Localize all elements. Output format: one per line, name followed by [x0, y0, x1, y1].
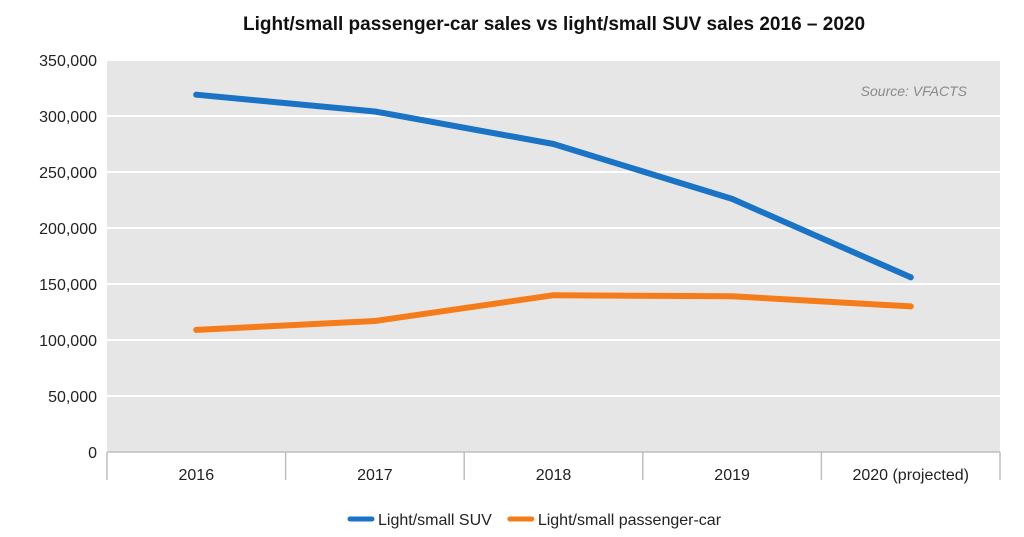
legend-label-1: Light/small passenger-car [538, 512, 722, 529]
x-tick-label: 2016 [179, 467, 215, 484]
data-point [193, 326, 200, 333]
x-tick-label: 2018 [536, 467, 572, 484]
data-point [550, 292, 557, 299]
data-point [193, 91, 200, 98]
y-tick-label: 0 [88, 445, 97, 462]
chart-title: Light/small passenger-car sales vs light… [243, 14, 865, 35]
data-point [729, 195, 736, 202]
data-point [907, 303, 914, 310]
x-tick-label: 2017 [357, 467, 393, 484]
legend-label-0: Light/small SUV [378, 512, 492, 529]
legend: Light/small SUV Light/small passenger-car [347, 512, 722, 529]
x-tick-label: 2020 (projected) [852, 467, 969, 484]
data-point [550, 141, 557, 147]
gridlines [107, 59, 1000, 397]
data-point [371, 108, 378, 115]
data-point [729, 293, 736, 300]
source-note: Source: VFACTS [861, 83, 968, 99]
y-tick-label: 50,000 [48, 389, 97, 406]
x-tick-label: 2019 [714, 467, 750, 484]
y-tick-label: 100,000 [39, 333, 97, 350]
plot-area [107, 60, 1000, 452]
y-tick-label: 150,000 [39, 277, 97, 294]
y-tick-label: 250,000 [39, 165, 97, 182]
y-tick-label: 200,000 [39, 221, 97, 238]
axes: 0 50,000 100,000 150,000 200,000 250,000 300,0… [39, 53, 1001, 484]
series-lines [193, 91, 914, 333]
y-tick-label: 350,000 [39, 53, 97, 70]
y-tick-label: 300,000 [39, 109, 97, 126]
data-point [907, 274, 914, 281]
data-point [371, 317, 378, 324]
